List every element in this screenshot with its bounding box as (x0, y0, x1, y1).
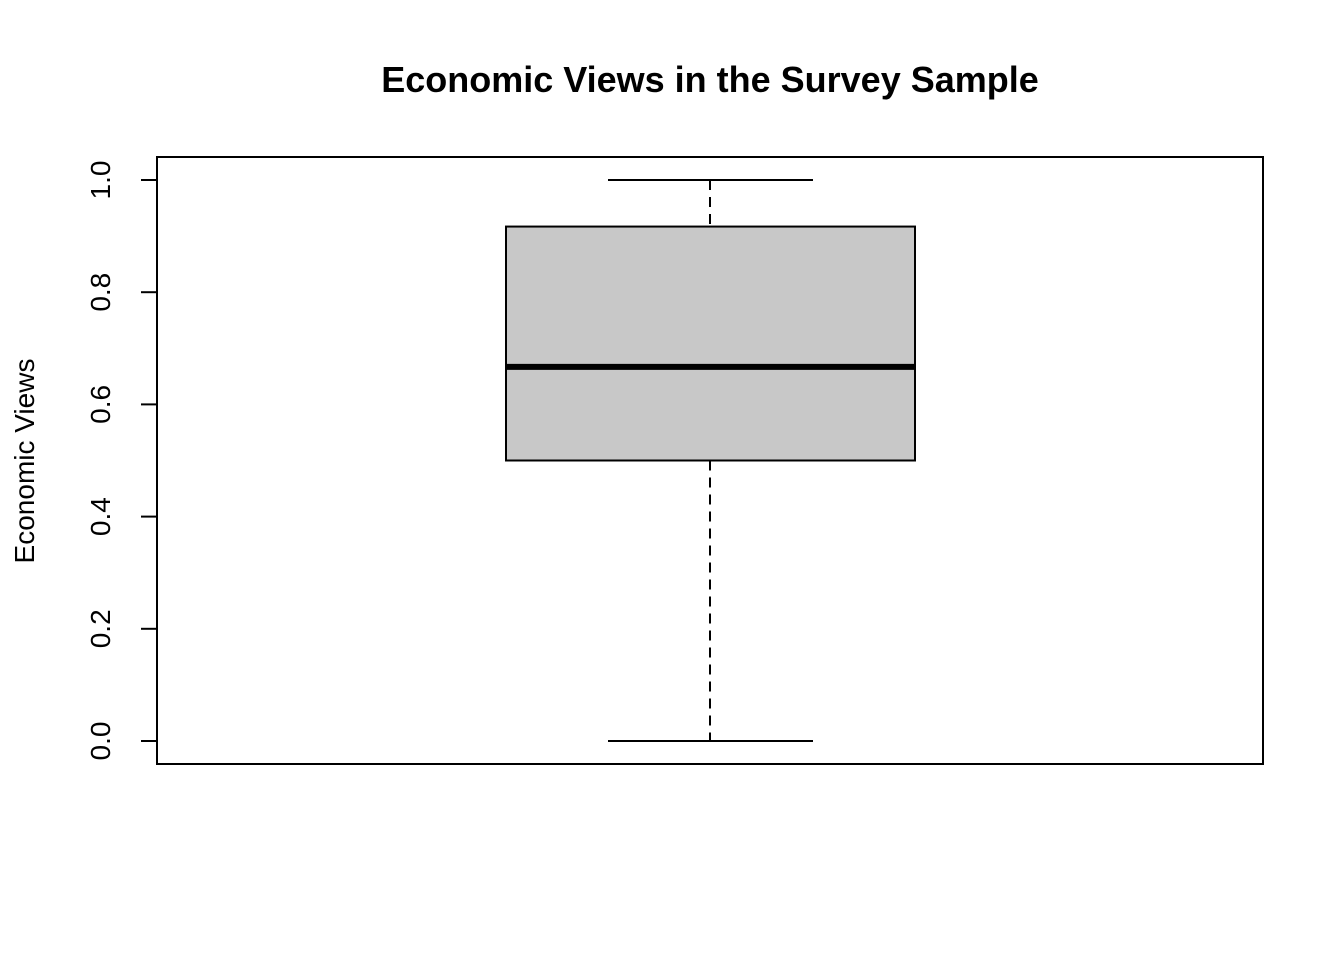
y-tick-label: 0.2 (85, 609, 116, 648)
box-group (505, 179, 916, 742)
y-tick-label: 0.8 (85, 273, 116, 312)
y-axis: 0.0 0.2 0.4 0.6 0.8 1.0 (85, 161, 158, 761)
chart-title: Economic Views in the Survey Sample (381, 59, 1039, 100)
y-tick-label: 0.6 (85, 385, 116, 424)
y-tick-label: 1.0 (85, 161, 116, 200)
y-tick-label: 0.4 (85, 497, 116, 536)
y-tick-label: 0.0 (85, 722, 116, 761)
y-axis-label: Economic Views (9, 359, 40, 564)
iqr-box (505, 225, 916, 462)
